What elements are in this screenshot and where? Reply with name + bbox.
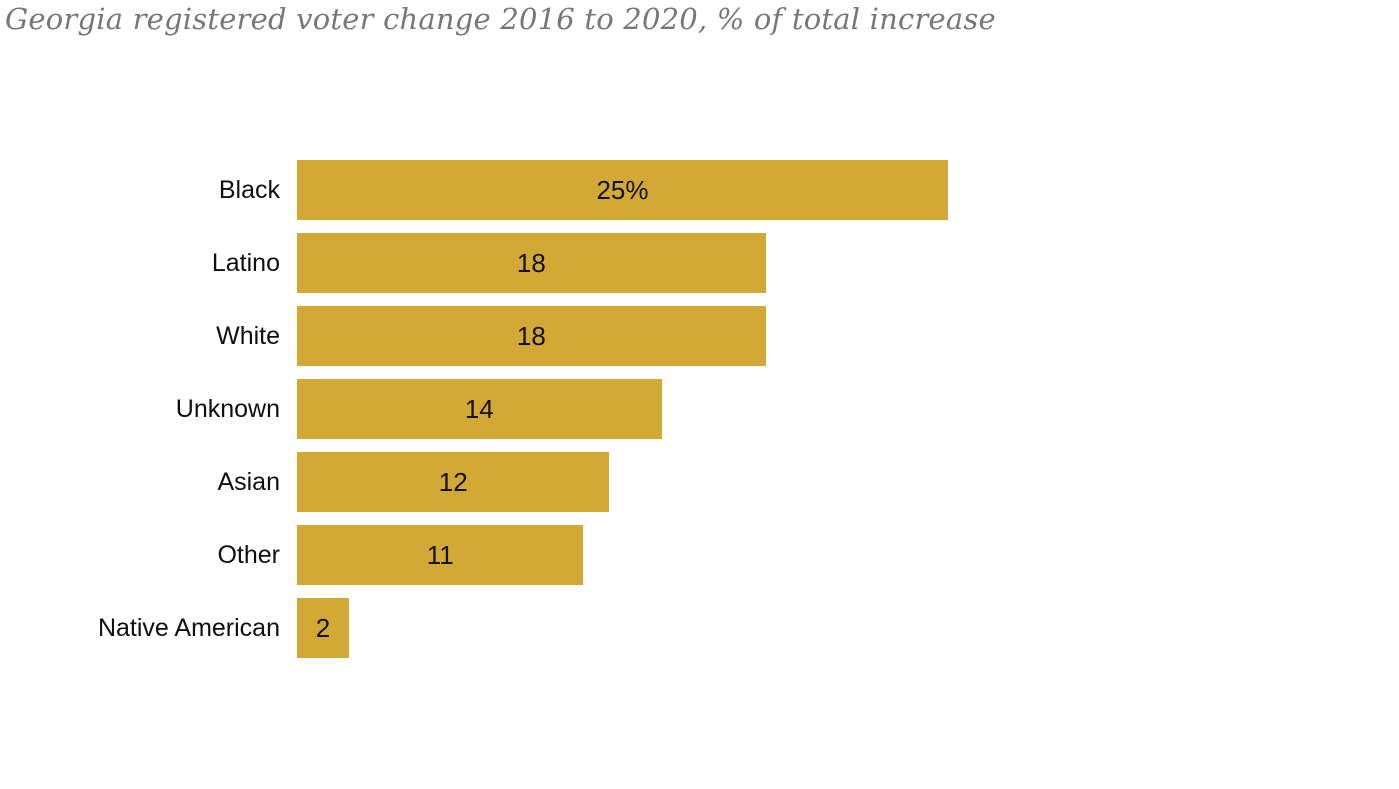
bar: 18	[297, 306, 766, 366]
bar: 12	[297, 452, 610, 512]
bar: 2	[297, 598, 350, 658]
bar: 18	[297, 233, 766, 293]
chart-row: Other 11	[0, 525, 948, 585]
bar-area: 11	[297, 525, 948, 585]
category-label: White	[216, 322, 280, 350]
chart-row: White 18	[0, 306, 948, 366]
bar-area: 2	[297, 598, 948, 658]
chart-row: Asian 12	[0, 452, 948, 512]
bar-area: 25%	[297, 160, 948, 220]
category-label: Asian	[217, 468, 280, 496]
value-label: 18	[516, 320, 546, 351]
chart-row: Unknown 14	[0, 379, 948, 439]
bar-area: 12	[297, 452, 948, 512]
chart-rows: Black 25% Latino 18 White 18 Unknown 14 Asian 12 O…	[0, 160, 948, 671]
category-label: Black	[218, 176, 280, 204]
category-label: Native American	[97, 614, 280, 642]
value-label: 12	[438, 466, 468, 497]
category-label: Other	[217, 541, 280, 569]
chart-row: Native American 2	[0, 598, 948, 658]
chart-row: Black 25%	[0, 160, 948, 220]
category-label: Unknown	[175, 395, 280, 423]
bar-area: 18	[297, 306, 948, 366]
bar: 11	[297, 525, 584, 585]
chart-title: Georgia registered voter change 2016 to …	[5, 2, 996, 36]
value-label: 2	[315, 612, 331, 643]
chart-row: Latino 18	[0, 233, 948, 293]
bar-area: 18	[297, 233, 948, 293]
bar-area: 14	[297, 379, 948, 439]
value-label: 11	[426, 539, 454, 570]
value-label: 18	[516, 247, 546, 278]
bar: 14	[297, 379, 662, 439]
value-label: 14	[464, 393, 494, 424]
category-label: Latino	[211, 249, 280, 277]
bar: 25%	[297, 160, 948, 220]
value-label: 25%	[596, 174, 649, 205]
